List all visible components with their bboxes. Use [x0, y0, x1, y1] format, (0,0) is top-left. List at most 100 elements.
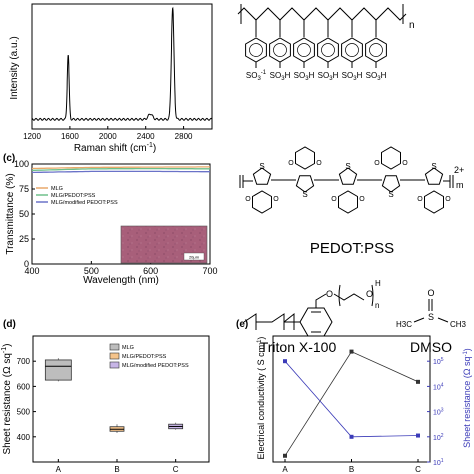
thiophene-s-label: S: [345, 162, 350, 171]
box-plot-legend: MLG MLG/PEDOT:PSS MLG/modified PEDOT:PSS: [109, 343, 189, 369]
dioxane-ring: [295, 146, 315, 170]
transmittance-legend-entry: MLG/PEDOT:PSS: [51, 193, 96, 199]
dual-right-tick-label: 102: [433, 433, 444, 442]
dual-right-tick-label: 104: [433, 382, 444, 391]
transmittance-y-tick-label: 100: [14, 159, 29, 169]
box-body: [44, 359, 72, 381]
box-y-tick-label: 400: [17, 433, 31, 442]
triton-brackets: [338, 284, 374, 307]
dual-axis-marks: [283, 349, 420, 458]
transmittance-ticks: 400 500 600 700 0 25 50 75 100: [14, 159, 218, 276]
triton-structure: O O n H Triton X-100: [243, 279, 381, 355]
dmso-label: DMSO: [410, 339, 452, 355]
triton-ether-link: [315, 293, 327, 308]
dioxane-o-label: O: [417, 196, 423, 203]
thiophene-ring: [381, 175, 401, 193]
raman-x-tick-label: 2800: [175, 132, 193, 141]
transmittance-series-line: [31, 166, 210, 170]
dioxane-o-label: O: [359, 196, 365, 203]
dmso-s: S: [428, 312, 434, 322]
panel-d-label: (d): [3, 319, 16, 330]
box-legend-swatch: [109, 352, 120, 360]
panel-e-label: (e): [236, 319, 248, 330]
dual-right-tick-label: 103: [433, 408, 444, 417]
triton-h: H: [375, 279, 381, 288]
box-legend-swatch: [109, 361, 120, 369]
raman-spectrum-line: [31, 6, 213, 121]
dual-series-point: [416, 433, 420, 438]
thiophene-ring: [338, 167, 358, 185]
pss-sulfonate-label: SO3H: [294, 71, 315, 82]
dual-series-point: [283, 359, 287, 364]
dmso-structure: O S H3C CH3 DMSO: [396, 288, 467, 355]
pss-sulfonate-label: SO3H: [366, 71, 387, 82]
transmittance-x-tick-label: 400: [24, 266, 39, 276]
triton-peg-chain: [333, 293, 365, 301]
triton-alkyl-chain: [243, 312, 300, 330]
pss-ring-aromatic: [345, 43, 359, 57]
pss-ring-aromatic: [249, 43, 263, 57]
transmittance-y-tick-label: 75: [19, 184, 29, 194]
thiophene-ring: [424, 167, 444, 185]
pss-subscript: n: [409, 20, 415, 31]
box-y-tick-label: 600: [17, 382, 31, 391]
dual-series-point: [349, 434, 354, 439]
dmso-o: O: [427, 288, 434, 298]
triton-phenyl-ring: [299, 307, 333, 337]
pss-benzene-ring: [245, 37, 267, 63]
pss-benzene-ring: [293, 37, 315, 63]
panel-c-label: (c): [3, 153, 15, 164]
pedot-thiophene-units: S O O S O O S O O S O O S O O: [239, 146, 454, 214]
box-y-tick-label: 700: [17, 357, 31, 366]
pss-sulfonate-label: SO3-1: [246, 70, 267, 82]
conductivity-panel: (e) A B C 101 102 103 104 105 Electrical conduc…: [236, 319, 472, 474]
dioxane-o-label: O: [316, 160, 322, 167]
dioxane-o-label: O: [273, 196, 279, 203]
raman-x-ticks: 1200 1600 2000 2400 2800: [23, 126, 193, 141]
dmso-left: H3C: [396, 320, 412, 329]
dual-series-point: [283, 453, 287, 458]
transmittance-legend-entry: MLG/modified PEDOT:PSS: [51, 200, 118, 206]
scale-bar-label: 20μm: [189, 255, 200, 260]
transmittance-x-tick-label: 500: [84, 266, 99, 276]
dual-series-point: [416, 379, 420, 384]
transmittance-y-axis-label: Transmittance (%): [5, 173, 16, 254]
pss-sulfonate-label: SO3H: [318, 71, 339, 82]
pss-benzene-ring: [269, 37, 291, 63]
box-plot-frame: [32, 335, 210, 463]
pss-benzene-rings: SO3-1 SO3H SO3H SO3H SO3H SO3H: [245, 20, 387, 82]
raman-x-tick-label: 1600: [61, 132, 79, 141]
pss-benzene-ring: [365, 37, 387, 63]
pss-backbone: [237, 7, 407, 21]
dual-right-tick-label: 105: [433, 357, 444, 366]
triton-subscript-n: n: [375, 301, 379, 310]
dioxane-o-label: O: [288, 160, 294, 167]
raman-plot-frame: [31, 3, 213, 130]
raman-x-tick-label: 2400: [137, 132, 155, 141]
dioxane-ring: [381, 146, 401, 170]
dual-x-tick-label: B: [349, 465, 354, 474]
transmittance-series-line: [32, 170, 210, 174]
dmso-double-bond: [428, 299, 433, 311]
box-legend-entry: MLG/PEDOT:PSS: [122, 354, 167, 360]
pedot-bracket-right: [449, 175, 454, 188]
microscope-inset: 20μm: [120, 225, 208, 264]
raman-x-axis-label: Raman shift (cm-1): [74, 142, 156, 154]
triton-phenyl-inner: [311, 311, 321, 333]
transmittance-x-tick-label: 700: [202, 266, 217, 276]
dioxane-ring: [424, 190, 444, 214]
box-y-axis-label: Sheet resistance (Ω sq-1): [1, 344, 13, 455]
pedot-pss-label: PEDOT:PSS: [310, 240, 394, 257]
dmso-bonds: [413, 317, 449, 323]
pss-sulfonate-label: SO3H: [270, 71, 291, 82]
thiophene-s-label: S: [302, 190, 307, 199]
dual-x-tick-label: A: [282, 465, 288, 474]
triton-o-2: O: [366, 289, 373, 299]
thiophene-s-label: S: [431, 162, 436, 171]
dioxane-ring: [338, 190, 358, 214]
pss-benzene-ring: [341, 37, 363, 63]
dioxane-o-label: O: [331, 196, 337, 203]
raman-y-axis-label: Intensity (a.u.): [9, 36, 20, 99]
